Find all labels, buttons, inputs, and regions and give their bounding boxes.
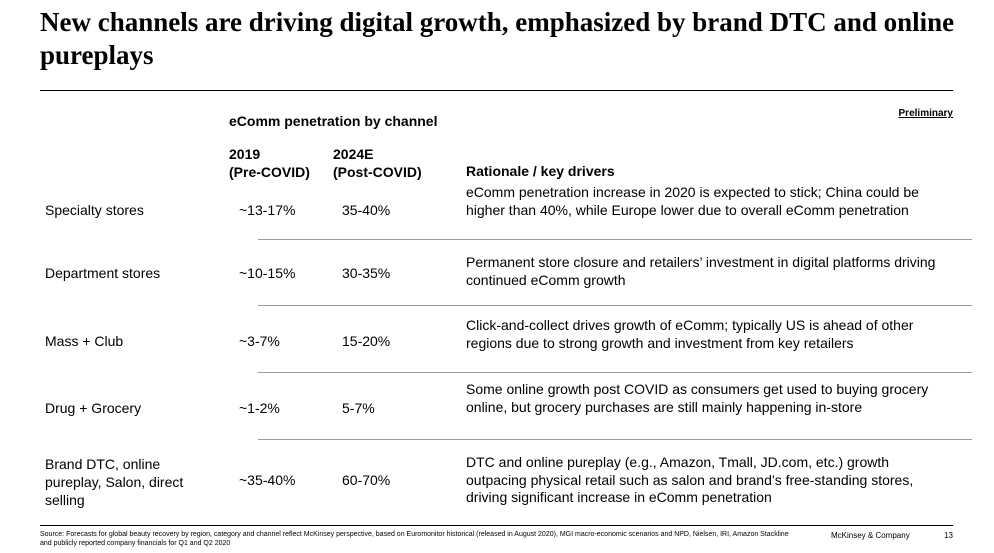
source-note: Source: Forecasts for global beauty reco… bbox=[40, 531, 789, 547]
column-header-rationale: Rationale / key drivers bbox=[466, 163, 615, 179]
channel-label: Brand DTC, online pureplay, Salon, direc… bbox=[45, 456, 184, 508]
section-heading: eComm penetration by channel bbox=[229, 113, 438, 129]
row-divider bbox=[258, 305, 972, 306]
row-divider bbox=[258, 372, 972, 373]
rationale-text: Some online growth post COVID as consume… bbox=[466, 381, 929, 415]
page-title: New channels are driving digital growth,… bbox=[40, 7, 955, 70]
rationale-text: DTC and online pureplay (e.g., Amazon, T… bbox=[466, 454, 914, 505]
footer-divider bbox=[40, 525, 953, 526]
penetration-2019: ~13-17% bbox=[239, 202, 296, 218]
channel-label: Department stores bbox=[45, 265, 161, 281]
penetration-2019: ~1-2% bbox=[239, 400, 280, 416]
channel-label: Drug + Grocery bbox=[45, 400, 142, 416]
penetration-2024: 15-20% bbox=[342, 333, 391, 349]
page-number: 13 bbox=[944, 531, 953, 540]
penetration-2024: 30-35% bbox=[342, 265, 391, 281]
penetration-2019: ~3-7% bbox=[239, 333, 280, 349]
channel-label: Specialty stores bbox=[45, 202, 144, 218]
penetration-2024: 5-7% bbox=[342, 400, 375, 416]
title-divider bbox=[40, 90, 953, 91]
brand-name: McKinsey & Company bbox=[831, 531, 910, 540]
rationale-text: Click-and-collect drives growth of eComm… bbox=[466, 317, 914, 351]
penetration-2019: ~10-15% bbox=[239, 265, 296, 281]
penetration-2024: 60-70% bbox=[342, 472, 391, 488]
column-header-2024: 2024E (Post-COVID) bbox=[333, 146, 422, 180]
rationale-text: eComm penetration increase in 2020 is ex… bbox=[466, 184, 919, 218]
rationale-text: Permanent store closure and retailers’ i… bbox=[466, 254, 936, 288]
row-divider bbox=[258, 239, 972, 240]
row-divider bbox=[258, 439, 972, 440]
channel-label: Mass + Club bbox=[45, 333, 124, 349]
penetration-2019: ~35-40% bbox=[239, 472, 296, 488]
penetration-2024: 35-40% bbox=[342, 202, 391, 218]
preliminary-label: Preliminary bbox=[898, 108, 953, 119]
column-header-2019: 2019 (Pre-COVID) bbox=[229, 146, 310, 180]
